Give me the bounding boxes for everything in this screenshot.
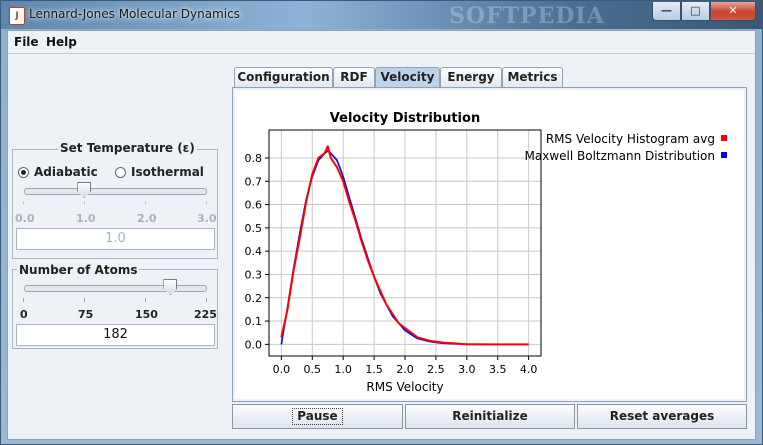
temperature-tick-label: 2.0: [137, 212, 157, 225]
y-tick-label: 0.5: [245, 222, 263, 235]
legend-entry-label: RMS Velocity Histogram avg: [546, 132, 715, 146]
temperature-slider-thumb[interactable]: [77, 182, 92, 198]
atoms-tick-label: 150: [135, 308, 158, 321]
tab-configuration[interactable]: Configuration: [234, 67, 333, 87]
x-tick-label: 3.0: [458, 363, 476, 376]
y-tick-label: 0.4: [245, 245, 263, 258]
temperature-tick: [206, 201, 207, 205]
client-area: File Help Set Temperature (ε) Adiabatic …: [7, 30, 756, 440]
reinitialize-button[interactable]: Reinitialize: [405, 404, 575, 429]
temperature-tick: [23, 201, 24, 205]
temperature-value-field[interactable]: 1.0: [16, 228, 215, 250]
window-controls: — □ ✕: [652, 2, 756, 21]
atoms-value-field[interactable]: 182: [16, 324, 215, 346]
watermark-logo: SOFTPEDIA: [449, 3, 605, 29]
temperature-tick-label: 3.0: [197, 212, 217, 225]
temperature-slider-track[interactable]: [24, 188, 207, 195]
temperature-tick: [145, 201, 146, 205]
reset-averages-button[interactable]: Reset averages: [577, 404, 747, 429]
chart-area: 0.0 0.5 1.0 1.5 2.0 2.5 3.0 3.5 4.0 0.0 0.1 0.2 0.3 0…: [235, 90, 744, 399]
x-tick-label: 2.0: [396, 363, 414, 376]
adiabatic-radio-dot[interactable]: [18, 166, 29, 178]
atoms-tick: [23, 298, 24, 302]
x-axis-label: RMS Velocity: [366, 380, 443, 394]
isothermal-label: Isothermal: [131, 165, 204, 179]
adiabatic-radio[interactable]: Adiabatic: [18, 165, 98, 179]
legend-swatch: [721, 135, 727, 141]
menu-help[interactable]: Help: [46, 35, 77, 49]
x-tick-label: 1.5: [365, 363, 383, 376]
temperature-tick: [84, 201, 85, 205]
atoms-tick: [84, 298, 85, 302]
close-button[interactable]: ✕: [710, 2, 756, 21]
tab-rdf[interactable]: RDF: [333, 67, 375, 87]
menu-file[interactable]: File: [14, 35, 39, 49]
y-tick-label: 0.0: [245, 338, 263, 351]
atoms-tick-label: 0: [20, 308, 28, 321]
x-tick-label: 2.5: [427, 363, 445, 376]
maximize-button[interactable]: □: [681, 2, 710, 21]
y-tick-label: 0.3: [245, 268, 263, 281]
temperature-tick-label: 0.0: [15, 212, 35, 225]
histogram-series-line: [280, 145, 529, 346]
temperature-tick-label: 1.0: [76, 212, 96, 225]
minimize-button[interactable]: —: [652, 2, 681, 21]
java-app-icon[interactable]: J: [9, 7, 25, 25]
x-tick-label: 0.0: [273, 363, 291, 376]
x-tick-label: 3.5: [489, 363, 507, 376]
atoms-tick: [145, 298, 146, 302]
tab-metrics[interactable]: Metrics: [502, 67, 563, 87]
pause-button[interactable]: Pause: [232, 404, 403, 429]
legend-entry-label: Maxwell Boltzmann Distribution: [525, 149, 715, 163]
atoms-slider-thumb[interactable]: [163, 279, 178, 295]
velocity-distribution-chart: 0.0 0.5 1.0 1.5 2.0 2.5 3.0 3.5 4.0 0.0 0.1 0.2 0.3 0…: [245, 111, 727, 394]
y-tick-label: 0.6: [245, 199, 263, 212]
isothermal-radio[interactable]: Isothermal: [115, 165, 204, 179]
legend-swatch: [721, 152, 727, 158]
x-tick-label: 1.0: [334, 363, 352, 376]
velocity-tab-panel: 0.0 0.5 1.0 1.5 2.0 2.5 3.0 3.5 4.0 0.0 0.1 0.2 0.3 0…: [232, 87, 747, 402]
x-tick-label: 0.5: [304, 363, 322, 376]
window-title: Lennard-Jones Molecular Dynamics: [29, 7, 240, 21]
y-tick-label: 0.2: [245, 292, 263, 305]
adiabatic-label: Adiabatic: [34, 165, 98, 179]
isothermal-radio-dot[interactable]: [115, 166, 126, 178]
temperature-panel-title: Set Temperature (ε): [58, 141, 197, 155]
atoms-tick: [206, 298, 207, 302]
tab-energy[interactable]: Energy: [440, 67, 502, 87]
y-tick-label: 0.1: [245, 315, 263, 328]
atoms-tick-label: 225: [194, 308, 217, 321]
pause-button-label: Pause: [292, 408, 343, 425]
tab-velocity[interactable]: Velocity: [375, 67, 440, 88]
y-tick-label: 0.7: [245, 175, 263, 188]
chart-title: Velocity Distribution: [330, 111, 480, 126]
y-tick-label: 0.8: [245, 152, 263, 165]
x-tick-label: 4.0: [520, 363, 538, 376]
menu-bar: File Help: [8, 31, 755, 54]
atoms-panel-title: Number of Atoms: [17, 263, 140, 277]
atoms-slider-track[interactable]: [24, 285, 207, 292]
title-bar[interactable]: J Lennard-Jones Molecular Dynamics SOFTP…: [1, 1, 762, 29]
atoms-tick-label: 75: [78, 308, 94, 321]
